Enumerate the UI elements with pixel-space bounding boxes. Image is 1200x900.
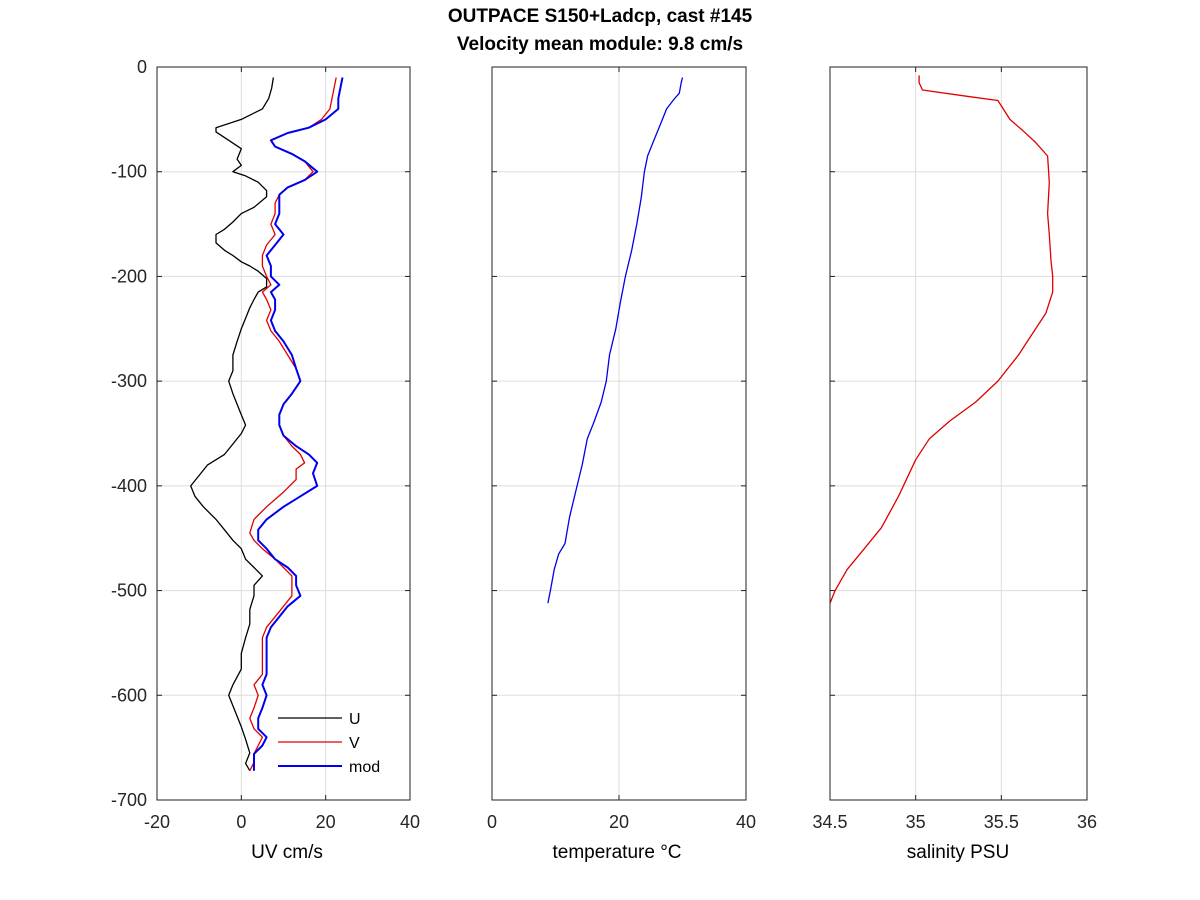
- figure-subtitle: Velocity mean module: 9.8 cm/s: [456, 34, 744, 55]
- xlabel-uv: UV cm/s: [251, 842, 323, 863]
- xlabel-salinity: salinity PSU: [906, 842, 1010, 863]
- panel-temperature: 0 20 40: [487, 66, 756, 832]
- x-tick-label: 40: [400, 812, 420, 832]
- x-tick-label: 0: [487, 812, 497, 832]
- series-line-salinity: [829, 75, 1054, 604]
- x-tick-label: 35.5: [984, 812, 1019, 832]
- panel-salinity: 34.5 35 35.5 36: [812, 66, 1097, 832]
- y-tick-label: 0: [137, 57, 147, 77]
- y-tick-label: -200: [111, 266, 147, 286]
- y-tick-label: -600: [111, 685, 147, 705]
- legend-label-u: U: [349, 711, 361, 728]
- axes-frame: [491, 66, 747, 801]
- x-tick-label: 34.5: [812, 812, 847, 832]
- series-line-temperature: [547, 77, 684, 604]
- x-tick-label: 20: [316, 812, 336, 832]
- x-tick-label: -20: [144, 812, 170, 832]
- legend-label-v: V: [349, 735, 360, 752]
- x-tick-label: 36: [1077, 812, 1097, 832]
- panel-uv: -20 0 20 400-100-200-300-400-500-600-700UVm…: [111, 57, 420, 832]
- y-tick-label: -400: [111, 476, 147, 496]
- axes-frame: [829, 66, 1088, 801]
- xlabel-temperature: temperature °C: [552, 842, 682, 863]
- y-tick-label: -100: [111, 162, 147, 182]
- legend-label-mod: mod: [349, 759, 380, 776]
- x-tick-label: 35: [906, 812, 926, 832]
- series-line-u: [190, 77, 275, 772]
- y-tick-label: -300: [111, 371, 147, 391]
- y-tick-label: -700: [111, 790, 147, 810]
- series-line-v: [249, 77, 337, 771]
- x-tick-label: 40: [736, 812, 756, 832]
- x-tick-label: 20: [609, 812, 629, 832]
- series-line-mod: [253, 77, 344, 771]
- axes-frame: [156, 66, 411, 801]
- y-tick-label: -500: [111, 581, 147, 601]
- figure-title: OUTPACE S150+Ladcp, cast #145: [447, 6, 753, 27]
- x-tick-label: 0: [236, 812, 246, 832]
